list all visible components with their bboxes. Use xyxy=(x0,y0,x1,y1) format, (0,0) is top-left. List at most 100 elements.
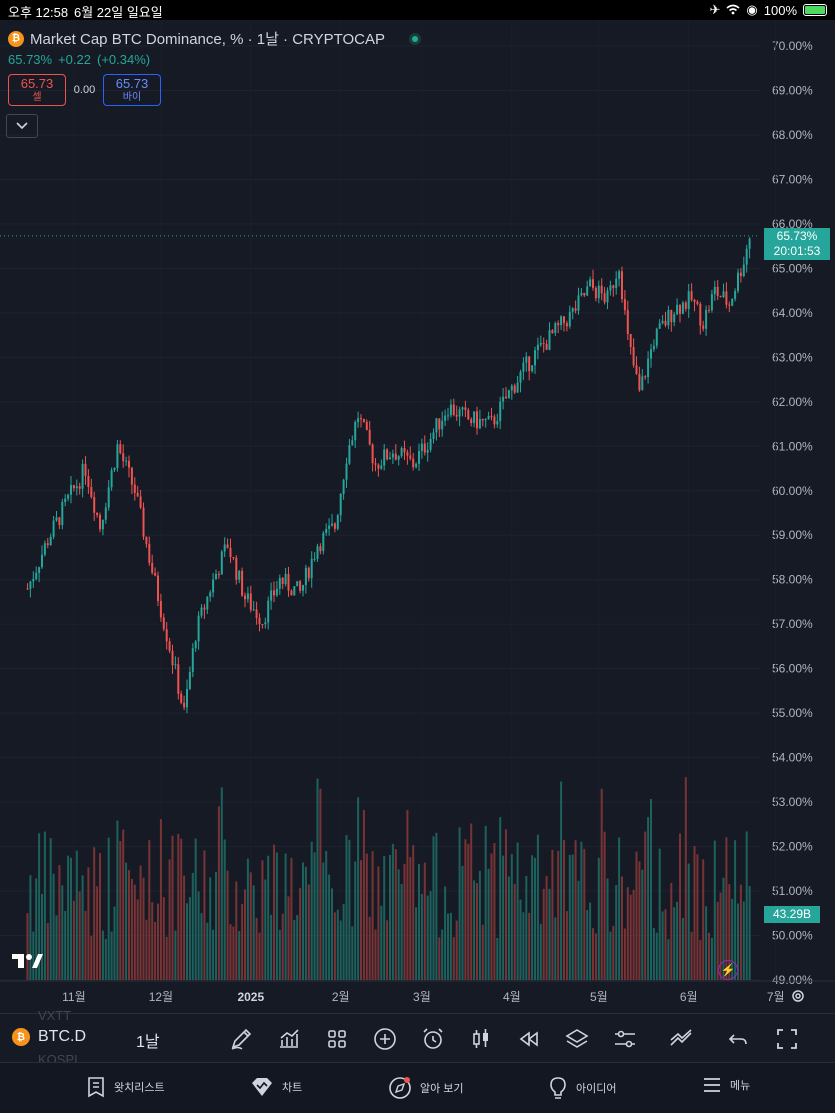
volume-bar xyxy=(632,889,635,980)
candle-body xyxy=(357,418,360,423)
volume-bar xyxy=(241,903,244,980)
candle-body xyxy=(432,432,435,439)
chart-legend[interactable]: ₿ Market Cap BTC Dominance, % · 1날 · CRY… xyxy=(8,28,422,49)
candle-body xyxy=(444,415,447,421)
candle-body xyxy=(200,607,203,616)
volume-bar xyxy=(615,885,618,980)
candle-body xyxy=(551,330,554,334)
collapse-legend-button[interactable] xyxy=(6,114,38,138)
candle-body xyxy=(159,601,162,618)
candle-body xyxy=(319,546,322,552)
bolt-icon[interactable]: ⚡ xyxy=(718,960,738,980)
candle-body xyxy=(629,334,632,348)
candle-body xyxy=(72,485,75,489)
candle-body xyxy=(38,567,41,573)
candle-body xyxy=(615,278,618,289)
volume-bar xyxy=(29,875,32,980)
volume-bar xyxy=(435,832,438,980)
buy-button[interactable]: 65.73 바이 xyxy=(103,74,161,106)
volume-bar xyxy=(90,935,93,980)
volume-bar xyxy=(438,937,441,980)
volume-bar xyxy=(690,931,693,980)
volume-bar xyxy=(229,924,232,980)
candle-body xyxy=(719,295,722,298)
fullscreen-icon[interactable] xyxy=(774,1026,800,1052)
candle-body xyxy=(226,544,229,548)
candle-body xyxy=(737,272,739,291)
candle-body xyxy=(728,304,731,306)
candle-body xyxy=(699,303,702,326)
candle-body xyxy=(513,385,516,393)
volume-bar xyxy=(638,861,641,980)
candle-body xyxy=(647,358,650,378)
volume-bar xyxy=(162,897,165,980)
volume-bar xyxy=(61,885,64,980)
nav-ideas[interactable]: 아이디어 xyxy=(548,1076,616,1100)
candle-body xyxy=(157,575,159,602)
wifi-icon xyxy=(726,3,740,18)
candles-icon[interactable] xyxy=(468,1026,494,1052)
volume-bar xyxy=(377,866,380,980)
pencil-icon[interactable] xyxy=(228,1026,254,1052)
layers-icon[interactable] xyxy=(564,1026,590,1052)
volume-bar xyxy=(142,877,145,980)
volume-bar xyxy=(72,900,75,980)
gear-icon[interactable] xyxy=(790,988,806,1009)
volume-bar xyxy=(130,878,133,980)
price-change: 65.73% +0.22 (+0.34%) xyxy=(8,52,150,67)
sell-button[interactable]: 65.73 셀 xyxy=(8,74,66,106)
tradingview-logo[interactable] xyxy=(10,952,44,975)
candle-body xyxy=(261,623,264,625)
candle-body xyxy=(313,558,316,560)
nav-explore[interactable]: 알아 보기 xyxy=(388,1076,464,1100)
volume-bar xyxy=(58,865,61,980)
price-chart[interactable]: 70.00% 69.00% 68.00% 67.00% 66.00% 65.00% 64.0… xyxy=(0,20,835,1012)
plus-circle-icon[interactable] xyxy=(372,1026,398,1052)
candle-body xyxy=(658,323,661,329)
volume-bar xyxy=(258,932,261,980)
candle-body xyxy=(673,314,676,323)
layout-grid-icon[interactable] xyxy=(324,1026,350,1052)
volume-bar xyxy=(702,859,705,980)
candle-body xyxy=(380,465,383,469)
candle-body xyxy=(304,567,307,586)
volume-bar xyxy=(461,865,464,980)
market-status-icon[interactable] xyxy=(409,32,422,45)
volume-bar xyxy=(246,858,249,980)
x-tick-label: 12월 xyxy=(149,990,173,1004)
volume-bar xyxy=(519,899,522,980)
alarm-icon[interactable] xyxy=(420,1026,446,1052)
replay-icon[interactable] xyxy=(516,1026,542,1052)
volume-bar xyxy=(415,907,418,980)
nav-watchlist[interactable]: 왓치리스트 xyxy=(86,1076,165,1098)
y-tick-label: 68.00% xyxy=(772,128,813,142)
volume-bar xyxy=(157,903,159,980)
candle-body xyxy=(362,418,365,422)
symbol-search-button[interactable]: ₿ BTC.D xyxy=(12,1028,86,1046)
undo-icon[interactable] xyxy=(726,1026,752,1052)
y-tick-label: 56.00% xyxy=(772,662,813,676)
volume-bar xyxy=(681,917,684,980)
settings-sliders-icon[interactable] xyxy=(612,1026,638,1052)
candle-body xyxy=(130,467,133,485)
volume-bar xyxy=(583,848,586,980)
volume-bar xyxy=(264,879,267,980)
nav-chart[interactable]: 차트 xyxy=(250,1076,302,1098)
nav-menu[interactable]: 메뉴 xyxy=(702,1076,750,1094)
y-tick-label: 58.00% xyxy=(772,573,813,587)
candle-body xyxy=(710,294,713,311)
candle-body xyxy=(64,498,67,502)
interval-button[interactable]: 1날 xyxy=(136,1034,160,1051)
candle-body xyxy=(594,287,597,299)
compare-icon[interactable] xyxy=(668,1026,694,1052)
candle-body xyxy=(679,304,681,314)
volume-bar xyxy=(397,869,400,980)
candle-body xyxy=(478,418,481,429)
volume-bar xyxy=(699,939,702,980)
candle-body xyxy=(316,546,319,559)
spread-value: 0.00 xyxy=(73,84,96,96)
candle-body xyxy=(171,650,174,666)
volume-bar xyxy=(348,839,351,980)
indicators-icon[interactable] xyxy=(276,1026,302,1052)
candle-body xyxy=(61,501,64,526)
